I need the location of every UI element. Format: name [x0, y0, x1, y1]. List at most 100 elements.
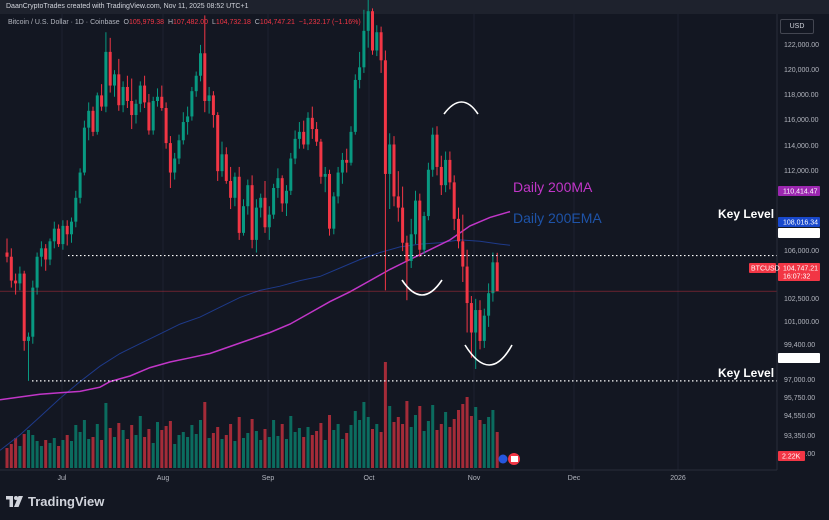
candle-body — [70, 221, 73, 235]
price-tick-label: 102,500.00 — [784, 296, 819, 303]
candle-body — [383, 60, 387, 174]
candle-body — [151, 100, 155, 131]
price-tick-label: 106,000.00 — [784, 248, 819, 255]
price-tag-label: 98,349.88 — [783, 356, 814, 363]
candle-body — [229, 180, 233, 198]
candle-body — [186, 116, 190, 123]
price-tick-label: 112,000.00 — [784, 168, 819, 175]
candle-body — [482, 315, 486, 341]
candle-body — [276, 178, 280, 188]
candle-body — [259, 197, 263, 208]
volume-bar — [39, 446, 43, 468]
volume-bar — [70, 441, 73, 468]
candle-body — [113, 74, 116, 86]
candle-body — [18, 273, 22, 284]
volume-bar — [134, 435, 138, 468]
candle-body — [461, 241, 465, 267]
volume-bar — [216, 427, 220, 468]
candle-body — [465, 266, 469, 304]
candle-body — [332, 196, 336, 229]
price-tag-label: 107,283.26 — [783, 231, 818, 238]
volume-bar — [478, 420, 482, 468]
candle-body — [134, 103, 138, 116]
candle-body — [267, 214, 271, 228]
candle-body — [280, 178, 284, 204]
candle-body — [426, 169, 430, 217]
candle-body — [491, 262, 495, 294]
volume-bar — [358, 420, 362, 468]
candle-body — [242, 206, 245, 233]
volume-bar — [388, 406, 392, 468]
volume-bar — [87, 439, 91, 468]
candle-body — [396, 196, 400, 208]
candle-body — [345, 159, 349, 163]
candle-body — [160, 96, 164, 109]
volume-bar — [263, 429, 267, 468]
candle-body — [121, 86, 125, 106]
volume-bar — [280, 424, 284, 468]
price-tick-label: 95,750.00 — [784, 395, 815, 402]
volume-bar — [52, 438, 56, 468]
price-tick-label: 94,550.00 — [784, 413, 815, 420]
volume-bar — [293, 432, 297, 468]
candle-body — [246, 185, 250, 207]
price-tag-label: 108,016.34 — [783, 220, 818, 227]
candle-body — [95, 95, 99, 132]
candle-body — [108, 51, 112, 86]
brand-name: TradingView — [28, 494, 105, 509]
candle-body — [48, 241, 52, 260]
candle-body — [207, 95, 211, 101]
flag-icon[interactable] — [498, 453, 521, 465]
volume-bar — [487, 417, 491, 468]
candle-body — [306, 117, 310, 145]
candle-body — [319, 141, 323, 177]
price-tick-label: 116,000.00 — [784, 117, 819, 124]
candle-body — [435, 134, 439, 167]
tradingview-logo-icon — [6, 496, 23, 507]
volume-bar — [82, 420, 86, 468]
currency-button[interactable]: USD — [780, 19, 814, 34]
volume-bar — [104, 403, 108, 468]
candle-body — [181, 122, 185, 141]
price-tick-label: 118,000.00 — [784, 92, 819, 99]
volume-bar — [18, 446, 22, 468]
candle-body — [57, 228, 61, 245]
volume-bar — [259, 440, 263, 468]
candle-body — [478, 310, 482, 341]
volume-bar — [78, 432, 82, 468]
high-value: 107,482.00 — [173, 19, 209, 26]
volume-bar — [233, 441, 237, 468]
volume-bar — [224, 435, 228, 468]
candle-body — [340, 159, 344, 173]
volume-bar — [332, 430, 336, 468]
volume-bar — [340, 439, 344, 468]
volume-bar — [469, 416, 473, 468]
volume-bar — [457, 410, 460, 468]
volume-bar — [302, 437, 306, 468]
price-tag-label: 110,414.47 — [783, 189, 818, 196]
symbol-tag-label: BTCUSD — [751, 266, 780, 273]
chart-credit: DaanCryptoTrades created with TradingVie… — [6, 3, 249, 10]
volume-bar — [345, 433, 349, 468]
volume-bar — [289, 416, 293, 468]
candle-body — [143, 85, 147, 103]
volume-bar — [375, 424, 379, 468]
candle-body — [310, 117, 314, 130]
volume-bar — [366, 417, 370, 468]
key-level-upper-label: Key Level — [718, 207, 774, 221]
price-tag — [778, 353, 820, 363]
volume-bar — [117, 423, 121, 468]
open-label: O — [123, 19, 129, 26]
candle-body — [39, 248, 43, 257]
volume-bar — [461, 404, 465, 468]
candle-body — [285, 190, 288, 204]
candle-body — [414, 200, 417, 235]
volume-bar — [426, 421, 430, 468]
tradingview-brand[interactable]: TradingView — [6, 494, 104, 509]
candle-body — [147, 102, 151, 131]
candle-body — [392, 144, 396, 197]
volume-bar — [396, 417, 400, 468]
volume-bar — [444, 412, 448, 468]
ema-200-line — [0, 239, 511, 451]
